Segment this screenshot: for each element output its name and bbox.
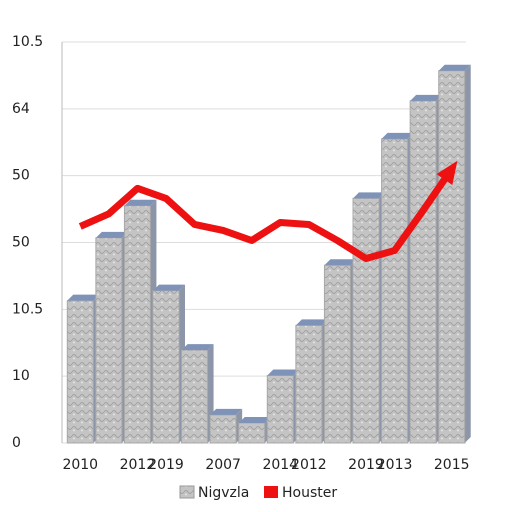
bar xyxy=(209,414,237,444)
x-tick-label: 2014 xyxy=(262,457,298,473)
bar xyxy=(266,374,294,444)
legend-swatch xyxy=(179,485,195,499)
bar-top xyxy=(438,64,471,71)
x-tick-label: 2013 xyxy=(377,457,413,473)
y-tick-label: 0 xyxy=(12,435,21,451)
bar-top xyxy=(124,199,157,206)
bar-top xyxy=(95,231,128,238)
legend-label: Nigvzla xyxy=(198,485,249,501)
bar-top xyxy=(210,408,243,415)
y-tick-label: 50 xyxy=(12,168,30,184)
legend-swatch xyxy=(264,486,278,498)
bar xyxy=(295,324,323,444)
x-tick-label: 2007 xyxy=(205,457,241,473)
x-tick-label: 2015 xyxy=(434,457,470,473)
y-tick-label: 10.5 xyxy=(12,301,43,317)
x-tick-label: 2019 xyxy=(348,457,384,473)
arrow-head xyxy=(436,160,458,185)
bar xyxy=(123,205,151,444)
bar-side xyxy=(464,64,471,443)
bar-top xyxy=(353,192,385,199)
line xyxy=(78,166,455,263)
x-tick-label: 2010 xyxy=(62,457,98,473)
bar xyxy=(409,100,437,444)
bar-top xyxy=(381,132,414,139)
y-tick-label: 50 xyxy=(12,235,30,251)
bar-top xyxy=(153,284,185,291)
bar-top xyxy=(238,416,271,423)
bar xyxy=(438,70,466,444)
bar xyxy=(181,349,209,444)
bar xyxy=(152,290,180,444)
bar-top xyxy=(410,94,443,101)
y-tick-label: 10 xyxy=(12,368,30,384)
legend-label: Houster xyxy=(282,485,337,501)
bar xyxy=(352,197,380,444)
bar-top xyxy=(295,319,328,326)
bar xyxy=(323,264,351,444)
x-tick-label: 2019 xyxy=(148,457,184,473)
bar-top xyxy=(324,259,357,266)
bar xyxy=(381,138,409,444)
bar-top xyxy=(267,369,300,376)
bar-top xyxy=(67,294,100,301)
bar xyxy=(66,300,94,444)
x-tick-label: 2012 xyxy=(291,457,327,473)
y-tick-label: 10.5 xyxy=(12,34,43,50)
x-tick-label: 2012 xyxy=(120,457,156,473)
bar xyxy=(238,422,266,444)
y-tick-label: 64 xyxy=(12,101,30,117)
legend: Nigvzla Houster xyxy=(179,485,337,501)
bar-top xyxy=(181,344,214,351)
bar xyxy=(95,237,123,444)
